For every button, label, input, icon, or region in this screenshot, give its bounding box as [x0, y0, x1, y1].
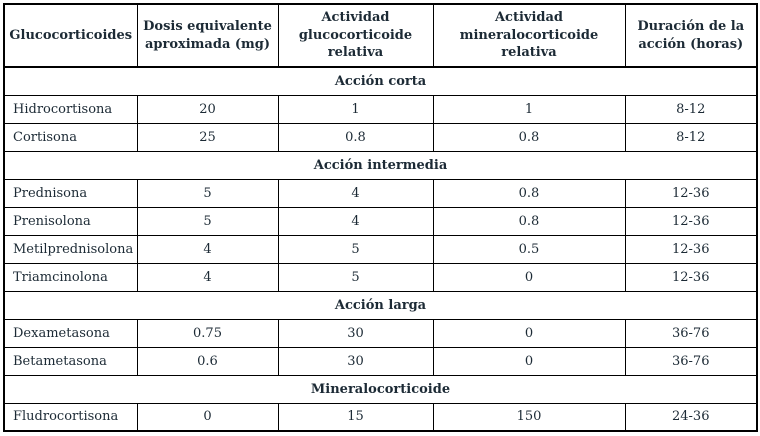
- cell-mineralocorticoid-activity: 0: [432, 262, 626, 292]
- cell-equivalent-dose: 0.6: [136, 346, 279, 376]
- table-row: Prednisona 5 4 0.8 12-36: [3, 178, 758, 208]
- cell-glucocorticoid-activity: 15: [277, 402, 434, 432]
- cell-equivalent-dose: 5: [136, 206, 279, 236]
- cell-glucocorticoid-activity: 0.8: [277, 122, 434, 152]
- column-header-glucocorticoides: Glucocorticoides: [3, 3, 138, 68]
- cell-mineralocorticoid-activity: 0.8: [432, 178, 626, 208]
- cell-equivalent-dose: 20: [136, 94, 279, 124]
- cell-drug-name: Prenisolona: [3, 206, 138, 236]
- table-row: Triamcinolona 4 5 0 12-36: [3, 262, 758, 292]
- cell-drug-name: Betametasona: [3, 346, 138, 376]
- cell-equivalent-dose: 4: [136, 234, 279, 264]
- table-row: Fludrocortisona 0 15 150 24-36: [3, 402, 758, 432]
- section-title: Acción intermedia: [3, 150, 758, 180]
- cell-duration: 12-36: [624, 206, 758, 236]
- column-header-equivalent-dose: Dosis equivalente aproximada (mg): [136, 3, 279, 68]
- section-header-row: Acción larga: [3, 290, 758, 320]
- table-row: Metilprednisolona 4 5 0.5 12-36: [3, 234, 758, 264]
- column-header-glucocorticoid-activity: Actividad glucocorticoide relativa: [277, 3, 434, 68]
- cell-equivalent-dose: 4: [136, 262, 279, 292]
- cell-duration: 36-76: [624, 318, 758, 348]
- cell-equivalent-dose: 0: [136, 402, 279, 432]
- section-header-row: Mineralocorticoide: [3, 374, 758, 404]
- cell-mineralocorticoid-activity: 0.8: [432, 206, 626, 236]
- cell-mineralocorticoid-activity: 150: [432, 402, 626, 432]
- table-row: Betametasona 0.6 30 0 36-76: [3, 346, 758, 376]
- table-header-row: Glucocorticoides Dosis equivalente aprox…: [3, 3, 758, 68]
- cell-drug-name: Metilprednisolona: [3, 234, 138, 264]
- section-title: Mineralocorticoide: [3, 374, 758, 404]
- cell-drug-name: Hidrocortisona: [3, 94, 138, 124]
- cell-glucocorticoid-activity: 5: [277, 234, 434, 264]
- cell-drug-name: Prednisona: [3, 178, 138, 208]
- section-header-row: Acción intermedia: [3, 150, 758, 180]
- glucocorticoids-table: Glucocorticoides Dosis equivalente aprox…: [3, 3, 758, 432]
- cell-glucocorticoid-activity: 30: [277, 346, 434, 376]
- cell-mineralocorticoid-activity: 0: [432, 318, 626, 348]
- cell-glucocorticoid-activity: 4: [277, 178, 434, 208]
- table-row: Prenisolona 5 4 0.8 12-36: [3, 206, 758, 236]
- cell-glucocorticoid-activity: 5: [277, 262, 434, 292]
- cell-glucocorticoid-activity: 4: [277, 206, 434, 236]
- column-header-mineralocorticoid-activity: Actividad mineralocorticoide relativa: [432, 3, 626, 68]
- cell-drug-name: Dexametasona: [3, 318, 138, 348]
- column-header-duration: Duración de la acción (horas): [624, 3, 758, 68]
- cell-duration: 12-36: [624, 178, 758, 208]
- cell-glucocorticoid-activity: 30: [277, 318, 434, 348]
- section-header-row: Acción corta: [3, 66, 758, 96]
- cell-mineralocorticoid-activity: 0.5: [432, 234, 626, 264]
- section-title: Acción corta: [3, 66, 758, 96]
- cell-duration: 12-36: [624, 234, 758, 264]
- cell-drug-name: Cortisona: [3, 122, 138, 152]
- table-row: Cortisona 25 0.8 0.8 8-12: [3, 122, 758, 152]
- cell-drug-name: Triamcinolona: [3, 262, 138, 292]
- table-row: Dexametasona 0.75 30 0 36-76: [3, 318, 758, 348]
- section-title: Acción larga: [3, 290, 758, 320]
- cell-duration: 8-12: [624, 94, 758, 124]
- cell-equivalent-dose: 5: [136, 178, 279, 208]
- cell-equivalent-dose: 25: [136, 122, 279, 152]
- cell-duration: 24-36: [624, 402, 758, 432]
- table-row: Hidrocortisona 20 1 1 8-12: [3, 94, 758, 124]
- cell-mineralocorticoid-activity: 1: [432, 94, 626, 124]
- cell-drug-name: Fludrocortisona: [3, 402, 138, 432]
- cell-mineralocorticoid-activity: 0: [432, 346, 626, 376]
- cell-equivalent-dose: 0.75: [136, 318, 279, 348]
- cell-mineralocorticoid-activity: 0.8: [432, 122, 626, 152]
- cell-glucocorticoid-activity: 1: [277, 94, 434, 124]
- cell-duration: 8-12: [624, 122, 758, 152]
- cell-duration: 36-76: [624, 346, 758, 376]
- cell-duration: 12-36: [624, 262, 758, 292]
